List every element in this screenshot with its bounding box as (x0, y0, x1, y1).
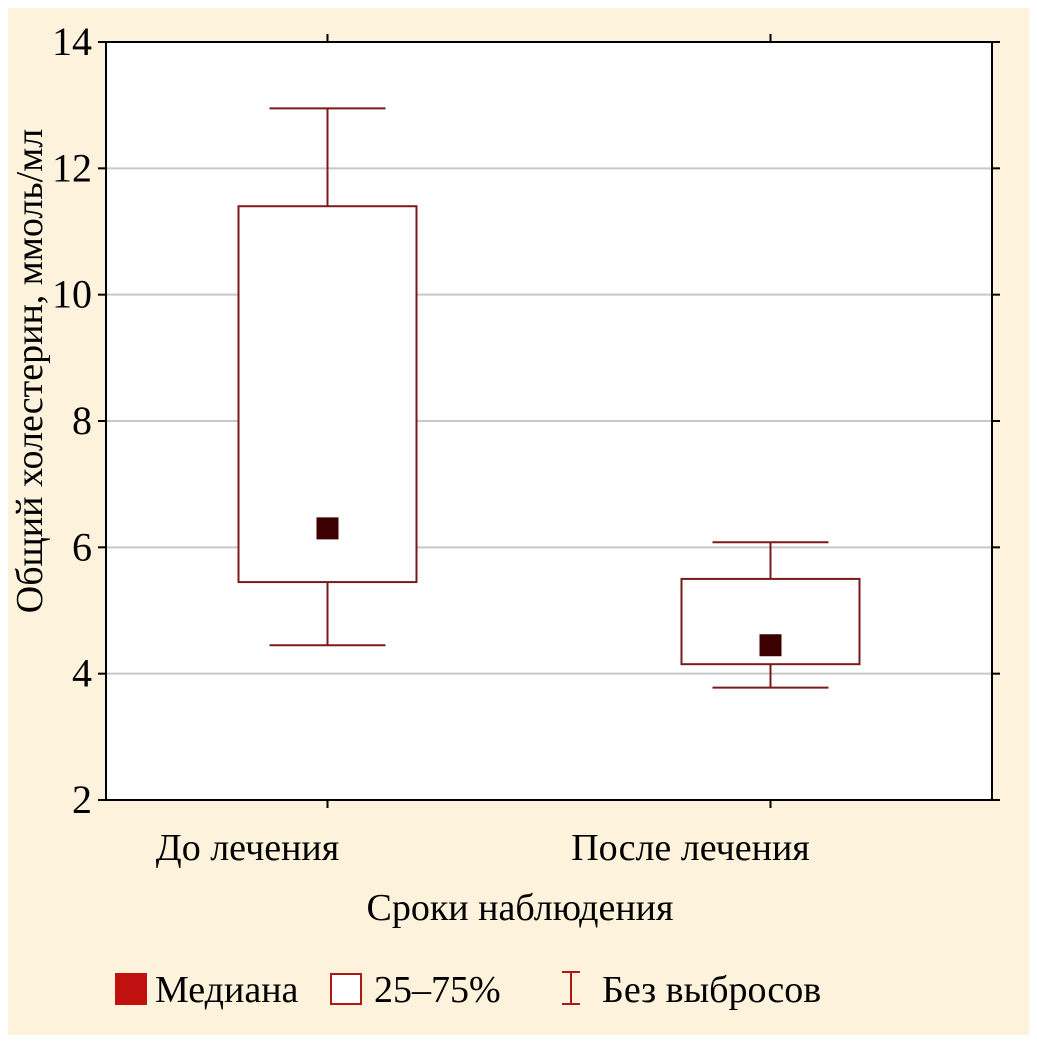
x-axis-title: Сроки наблюдения (366, 887, 673, 929)
y-tick-label: 4 (72, 651, 92, 696)
y-tick-label: 10 (52, 272, 92, 317)
legend-iqr-swatch (330, 973, 362, 1005)
y-tick-label: 2 (72, 777, 92, 822)
legend-median-swatch (115, 973, 147, 1005)
y-tick-label: 14 (52, 19, 92, 64)
y-tick-label: 8 (72, 398, 92, 443)
legend-median-label: Медиана (155, 969, 299, 1011)
y-axis-title: Общий холестерин, ммоль/мл (9, 129, 51, 614)
figure-frame: 2 4 6 8 10 12 14 До лечения После лечения Сроки н… (8, 8, 1029, 1035)
median-marker (759, 634, 782, 657)
legend-iqr-label: 25–75% (374, 969, 501, 1011)
x-category-label: До лечения (156, 827, 339, 869)
x-category-label: После лечения (571, 827, 810, 869)
legend-whisker-label: Без выбросов (602, 969, 821, 1011)
y-tick-label: 12 (52, 145, 92, 190)
median-marker (316, 517, 339, 540)
y-tick-label: 6 (72, 524, 92, 569)
